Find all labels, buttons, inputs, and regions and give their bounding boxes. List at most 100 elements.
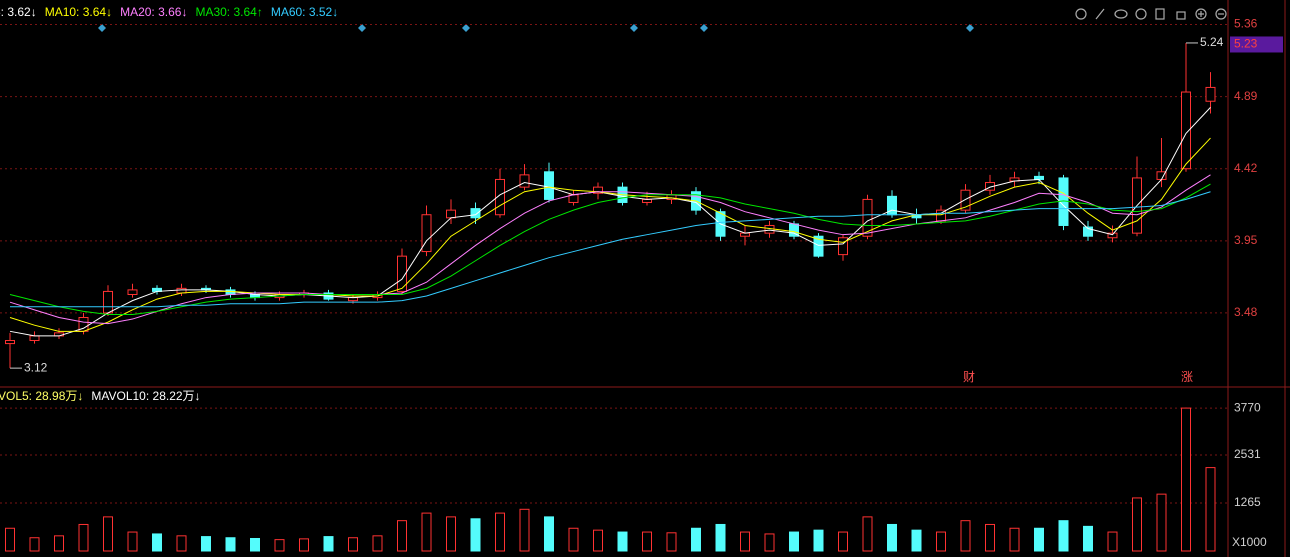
volume-bar [936, 531, 946, 552]
y-tick-label: 3770 [1234, 400, 1261, 414]
candle-body [960, 189, 971, 211]
ma-line [10, 191, 1211, 308]
event-marker: 涨 [1181, 369, 1193, 384]
volume-bar [617, 531, 628, 552]
volume-bar [960, 520, 971, 552]
volume-bar [446, 516, 456, 552]
volume-bar [568, 527, 579, 552]
volume-bar [397, 520, 407, 552]
candle-body [127, 289, 138, 296]
ma-line [9, 183, 1211, 315]
volume-bar [323, 536, 334, 552]
volume-bar [54, 535, 64, 552]
volume-bar [666, 532, 677, 552]
volume-bar [1009, 527, 1020, 552]
volume-bar [152, 533, 162, 552]
ma-line [9, 174, 1211, 325]
candle-body [519, 174, 530, 188]
volume-bar [764, 533, 775, 552]
volume-bar [838, 531, 848, 552]
y-tick-label: 3.48 [1234, 305, 1258, 319]
current-price-label: 5.23 [1234, 37, 1258, 51]
volume-bar [642, 531, 652, 552]
legend-entry: MA60: 3.52↓ [271, 5, 338, 19]
volume-bar [495, 512, 505, 552]
legend-entry: MAVOL10: 28.22万↓ [91, 389, 200, 403]
volume-bar [1083, 525, 1093, 552]
candle-body [1205, 86, 1216, 102]
candle-body [838, 237, 848, 256]
ma-line [9, 137, 1211, 332]
toolbar[interactable] [1075, 8, 1227, 20]
volume-bar [372, 535, 383, 552]
y-tick-label: 4.42 [1234, 161, 1258, 175]
volume-bar [911, 529, 922, 552]
volume-bar [421, 512, 432, 552]
volume-bar [1034, 527, 1044, 552]
volume-bar [789, 531, 799, 552]
volume-bar [1058, 520, 1069, 552]
candle-body [1083, 226, 1093, 237]
candle-body [1181, 91, 1191, 170]
volume-bar [1107, 531, 1118, 552]
diamonds [98, 24, 974, 32]
low-label: 3.12 [24, 360, 48, 374]
candle-body [470, 208, 481, 219]
volume-bar [1205, 467, 1216, 552]
volume-bar [740, 531, 750, 552]
volume-bar [250, 537, 260, 552]
high-label: 5.24 [1200, 35, 1224, 49]
volume-bar [1132, 497, 1142, 552]
volume-bar [299, 538, 309, 552]
legend-entry: VOL5: 28.98万↓ [0, 389, 83, 403]
candle-body [29, 335, 40, 342]
volume-bar [544, 516, 554, 552]
volume-bar [519, 508, 530, 552]
volume-bar [29, 537, 40, 552]
volume-bar [813, 529, 824, 552]
volume-bar [225, 537, 236, 552]
volume-bar [201, 536, 211, 552]
volume-bar [593, 529, 603, 552]
volume-bar [470, 518, 481, 552]
legend-entry: MA20: 3.66↓ [120, 5, 187, 19]
volume-bar [715, 523, 726, 552]
legend-entry: MA10: 3.64↓ [45, 5, 112, 19]
legend-entry: MA30: 3.64↑ [195, 5, 262, 19]
event-marker: 财 [963, 370, 975, 384]
volume-bar [348, 537, 358, 552]
candle-body [544, 171, 554, 200]
candle-body [5, 340, 15, 345]
y-tick-label: 4.89 [1234, 89, 1258, 103]
volume-bar [103, 516, 113, 552]
candle-body [593, 186, 603, 194]
y-tick-label: 2531 [1234, 447, 1261, 461]
candle-body [397, 255, 407, 292]
volume-bar [5, 527, 15, 552]
candle-body [103, 290, 113, 314]
volume-bar [1156, 493, 1167, 552]
volume-bar [78, 523, 89, 552]
volume-bar [176, 535, 187, 552]
candle-body [1107, 232, 1118, 239]
legend-entry: MA5: 3.62↓ [0, 5, 37, 19]
volume-bar [274, 539, 285, 552]
volume-bar [691, 527, 701, 552]
volume-bar [887, 523, 897, 552]
candle-body [813, 235, 824, 257]
y-tick-label: 1265 [1234, 495, 1261, 509]
volume-bar [862, 516, 873, 552]
volume-bar [985, 523, 995, 552]
ma-line [9, 107, 1211, 337]
volume-unit: X1000 [1232, 535, 1267, 549]
y-tick-label: 5.36 [1234, 17, 1258, 31]
current-price-box [1230, 36, 1283, 53]
candle-body [495, 178, 505, 216]
candle-body [446, 209, 456, 219]
y-tick-label: 3.95 [1234, 233, 1258, 247]
volume-bar [127, 531, 138, 552]
volume-bar [1181, 407, 1191, 552]
candle-body [421, 214, 432, 253]
